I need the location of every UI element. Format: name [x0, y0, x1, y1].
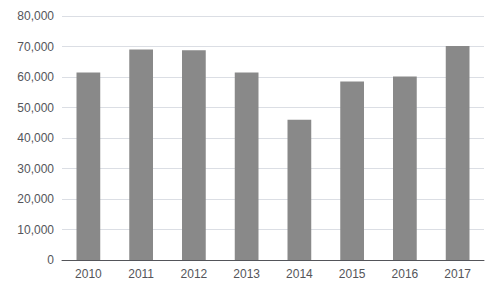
- svg-text:2014: 2014: [286, 267, 313, 281]
- svg-text:10,000: 10,000: [17, 223, 54, 237]
- svg-text:2015: 2015: [339, 267, 366, 281]
- svg-text:30,000: 30,000: [17, 162, 54, 176]
- svg-text:2016: 2016: [392, 267, 419, 281]
- svg-text:2011: 2011: [128, 267, 154, 281]
- svg-text:20,000: 20,000: [17, 192, 54, 206]
- svg-text:50,000: 50,000: [17, 101, 54, 115]
- svg-text:80,000: 80,000: [17, 9, 54, 23]
- svg-text:40,000: 40,000: [17, 131, 54, 145]
- svg-text:70,000: 70,000: [17, 40, 54, 54]
- svg-text:0: 0: [47, 253, 54, 267]
- svg-text:2013: 2013: [233, 267, 260, 281]
- svg-text:2017: 2017: [444, 267, 471, 281]
- svg-text:2010: 2010: [75, 267, 102, 281]
- svg-text:60,000: 60,000: [17, 70, 54, 84]
- svg-text:2012: 2012: [181, 267, 208, 281]
